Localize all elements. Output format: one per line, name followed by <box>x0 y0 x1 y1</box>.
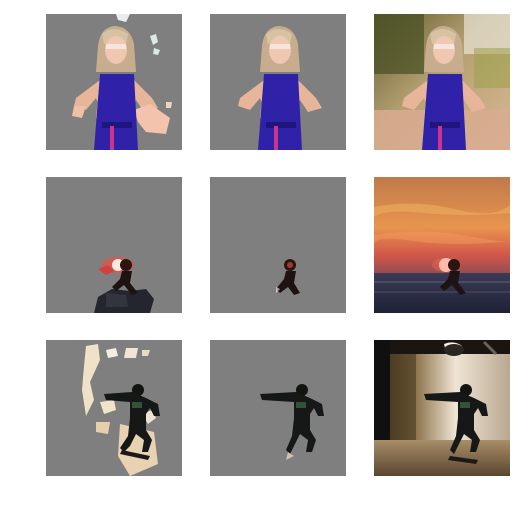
panel-tunnel-mask-clean <box>210 340 346 476</box>
panel-woman-mask-noisy <box>46 14 182 150</box>
woman-original-photo <box>374 14 510 150</box>
panel-woman-original <box>374 14 510 150</box>
sunset-mask-noisy-image <box>46 177 182 313</box>
panel-woman-mask-clean <box>210 14 346 150</box>
panel-tunnel-original <box>374 340 510 476</box>
panel-sunset-original <box>374 177 510 313</box>
woman-mask-clean-image <box>210 14 346 150</box>
sunset-mask-clean-image <box>210 177 346 313</box>
tunnel-mask-noisy-image <box>46 340 182 476</box>
tunnel-mask-clean-image <box>210 340 346 476</box>
sunset-original-photo <box>374 177 510 313</box>
woman-mask-noisy-image <box>46 14 182 150</box>
panel-tunnel-mask-noisy <box>46 340 182 476</box>
tunnel-original-photo <box>374 340 510 476</box>
panel-sunset-mask-clean <box>210 177 346 313</box>
panel-sunset-mask-noisy <box>46 177 182 313</box>
